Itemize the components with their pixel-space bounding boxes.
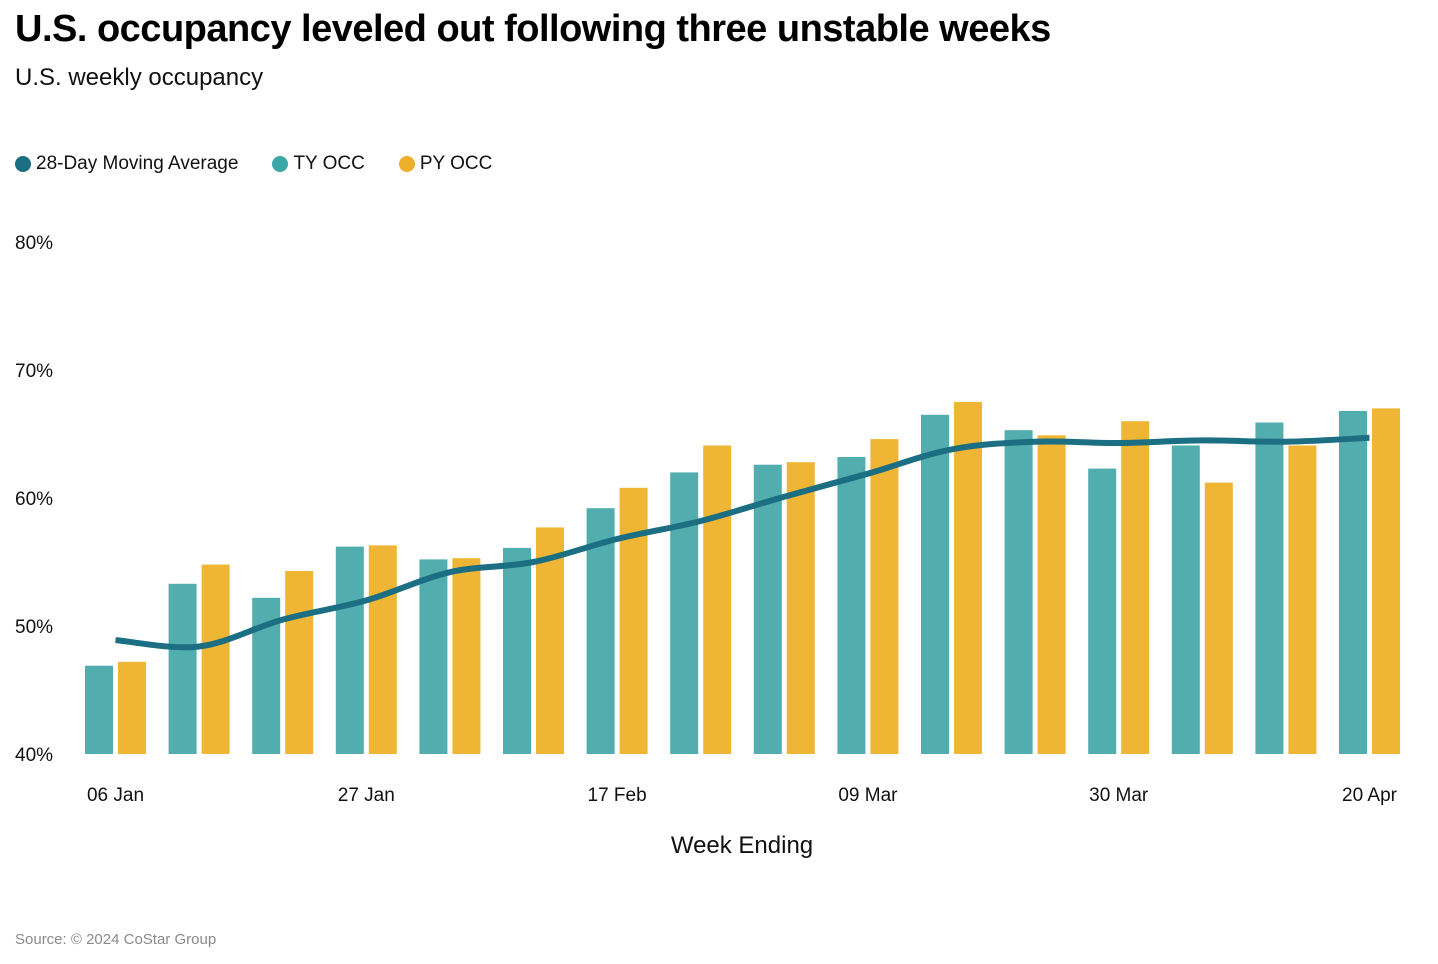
bar-py-occ[interactable] xyxy=(368,545,397,754)
bar-py-occ[interactable] xyxy=(1372,408,1400,754)
bar-ty-occ[interactable] xyxy=(837,457,866,754)
bar-ty-occ[interactable] xyxy=(921,414,949,754)
x-tick-label: 06 Jan xyxy=(87,785,144,806)
bar-py-occ[interactable] xyxy=(786,462,815,754)
y-tick-label: 80% xyxy=(15,233,53,254)
bar-py-occ[interactable] xyxy=(536,527,564,754)
bar-py-occ[interactable] xyxy=(201,564,230,754)
bars xyxy=(85,402,1400,754)
bar-ty-occ[interactable] xyxy=(670,472,699,754)
x-tick-label: 20 Apr xyxy=(1342,785,1398,806)
chart-plot: 40% 50% 60% 70% 80% 06 Jan 27 Jan 17 Feb 09 Mar… xyxy=(15,233,1400,806)
bar-ty-occ[interactable] xyxy=(1004,430,1033,754)
bar-py-occ[interactable] xyxy=(285,571,314,754)
x-axis: 06 Jan 27 Jan 17 Feb 09 Mar 30 Mar 20 Apr xyxy=(87,785,1398,806)
legend-label: TY OCC xyxy=(293,153,365,174)
bar-ty-occ[interactable] xyxy=(753,464,782,754)
bar-ty-occ[interactable] xyxy=(1171,445,1200,755)
x-tick-label: 09 Mar xyxy=(838,785,898,806)
y-tick-label: 50% xyxy=(15,617,53,638)
legend-item-ty-occ[interactable]: TY OCC xyxy=(272,153,365,175)
bar-ty-occ[interactable] xyxy=(85,665,113,754)
moving-average-line-group xyxy=(115,434,1370,651)
x-tick-label: 17 Feb xyxy=(588,785,647,806)
bar-py-occ[interactable] xyxy=(703,445,732,755)
x-tick-label: 30 Mar xyxy=(1089,785,1149,806)
legend-dot-icon xyxy=(398,156,415,172)
moving-average-line[interactable] xyxy=(115,434,1370,651)
bar-ty-occ[interactable] xyxy=(1339,411,1367,754)
bar-ty-occ[interactable] xyxy=(335,546,364,754)
bar-ty-occ[interactable] xyxy=(1088,468,1117,754)
chart-subtitle: U.S. weekly occupancy xyxy=(15,64,264,91)
legend-label: PY OCC xyxy=(419,153,493,174)
bar-ty-occ[interactable] xyxy=(419,559,448,754)
bar-ty-occ[interactable] xyxy=(503,547,531,754)
legend-label: 28-Day Moving Average xyxy=(36,153,239,174)
bar-py-occ[interactable] xyxy=(1204,482,1233,754)
bar-py-occ[interactable] xyxy=(1121,421,1150,754)
x-tick-label: 27 Jan xyxy=(338,785,395,806)
source-note: Source: © 2024 CoStar Group xyxy=(15,931,217,948)
legend-dot-icon xyxy=(15,156,31,172)
legend-dot-icon xyxy=(272,156,289,172)
bar-py-occ[interactable] xyxy=(619,487,648,754)
chart-title: U.S. occupancy leveled out following thr… xyxy=(15,8,1051,50)
bar-py-occ[interactable] xyxy=(452,558,481,754)
bar-py-occ[interactable] xyxy=(1037,435,1066,754)
y-axis: 40% 50% 60% 70% 80% xyxy=(15,233,53,766)
y-tick-label: 40% xyxy=(15,745,53,766)
bar-py-occ[interactable] xyxy=(870,439,899,754)
legend: 28-Day Moving Average TY OCC PY OCC xyxy=(15,153,526,175)
legend-item-moving-average[interactable]: 28-Day Moving Average xyxy=(15,153,238,175)
y-tick-label: 70% xyxy=(15,361,53,382)
bar-py-occ[interactable] xyxy=(954,402,982,754)
y-tick-label: 60% xyxy=(15,489,53,510)
bar-py-occ[interactable] xyxy=(1288,445,1317,755)
legend-item-py-occ[interactable]: PY OCC xyxy=(398,153,493,175)
bar-ty-occ[interactable] xyxy=(1255,422,1284,755)
x-axis-title: Week Ending xyxy=(670,832,814,859)
bar-ty-occ[interactable] xyxy=(168,583,197,754)
bar-py-occ[interactable] xyxy=(118,661,146,754)
